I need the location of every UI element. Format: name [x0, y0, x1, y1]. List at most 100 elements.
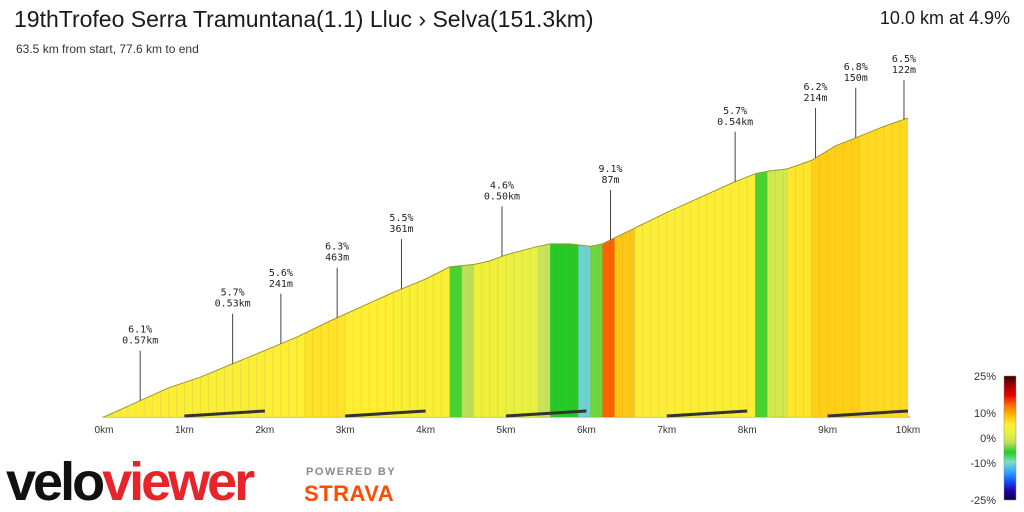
profile-segment [481, 260, 491, 418]
km-marker-bar [505, 409, 587, 418]
annotation-length: 463m [325, 253, 349, 264]
powered-by-label: POWERED BY [306, 466, 397, 478]
profile-segment [264, 346, 274, 418]
x-tick-label: 1km [175, 425, 194, 436]
profile-segment [344, 310, 354, 418]
profile-segment [320, 320, 330, 418]
strava-logo: STRAVA [304, 481, 395, 506]
profile-segment [650, 215, 660, 418]
x-tick-label: 9km [818, 425, 837, 436]
profile-segment [622, 229, 631, 418]
profile-segment [795, 162, 804, 418]
profile-segment [634, 223, 643, 418]
profile-segment [312, 324, 322, 418]
annotation-length: 214m [803, 93, 827, 104]
profile-segment [159, 387, 169, 418]
distance-info: 63.5 km from start, 77.6 km to end [16, 42, 199, 56]
profile-segment [469, 264, 475, 418]
profile-segment [630, 227, 635, 418]
profile-segment [216, 366, 225, 418]
annotation-grade: 6.2% [803, 82, 827, 93]
profile-segment [192, 376, 201, 418]
profile-segment [614, 233, 623, 418]
profile-segment [690, 197, 700, 418]
x-tick-label: 4km [416, 425, 435, 436]
profile-segment [766, 169, 776, 418]
annotation-grade: 5.5% [389, 213, 413, 224]
profile-segment [642, 219, 652, 418]
profile-segment [827, 145, 836, 418]
annotation-grade: 9.1% [598, 164, 622, 175]
profile-segment [457, 265, 463, 418]
logo-part-viewer: viewer [102, 452, 255, 512]
profile-segment [859, 132, 869, 418]
x-tick-label: 6km [577, 425, 596, 436]
profile-segment [497, 254, 507, 418]
profile-segment [232, 359, 241, 418]
logo-part-velo: velo [6, 452, 105, 512]
profile-segment [586, 245, 591, 418]
annotation-length: 0.57km [122, 336, 158, 347]
x-tick-label: 3km [336, 425, 355, 436]
profile-segment [441, 266, 451, 418]
km-marker-bar [184, 409, 265, 418]
profile-segment [706, 190, 716, 418]
profile-segment [168, 384, 177, 418]
profile-segment [461, 264, 471, 418]
profile-segment [590, 244, 599, 418]
profile-segment [360, 302, 370, 418]
profile-segment [433, 270, 442, 418]
x-tick-label: 5km [497, 425, 516, 436]
x-tick-label: 10km [896, 425, 920, 436]
profile-segment [513, 250, 523, 418]
profile-segment [549, 243, 559, 418]
profile-segment [377, 295, 386, 418]
profile-segment [875, 126, 885, 418]
profile-segment [891, 120, 901, 418]
profile-segment [762, 170, 768, 418]
profile-segment [151, 391, 161, 418]
profile-segment [722, 182, 732, 418]
annotation-grade: 6.3% [325, 242, 349, 253]
profile-segment [393, 288, 402, 418]
annotation-length: 0.53km [215, 299, 251, 310]
x-tick-label: 2km [255, 425, 274, 436]
profile-segment [401, 285, 410, 418]
profile-segment [783, 168, 788, 418]
x-tick-label: 0km [95, 425, 114, 436]
legend-tick-label: 25% [974, 371, 996, 383]
profile-segment [811, 154, 820, 418]
annotation-length: 122m [892, 65, 916, 76]
veloviewer-logo: veloviewer [6, 452, 255, 512]
profile-segment [489, 257, 499, 418]
profile-segment [835, 142, 844, 418]
km-marker-bar [666, 409, 748, 418]
profile-segment [176, 382, 185, 418]
profile-segment [819, 150, 828, 418]
profile-segment [738, 176, 748, 418]
profile-segment [256, 349, 266, 418]
profile-segment [545, 243, 551, 418]
profile-segment [240, 356, 250, 418]
x-tick-label: 7km [657, 425, 676, 436]
profile-segment [899, 117, 909, 418]
legend-tick-label: -25% [970, 495, 996, 507]
gradient-legend-bar [1003, 375, 1017, 501]
annotation-grade: 6.8% [844, 62, 868, 73]
annotation-grade: 4.6% [490, 180, 514, 191]
profile-segment [746, 173, 756, 418]
profile-segment [787, 165, 796, 418]
profile-segment [529, 245, 539, 418]
profile-segment [574, 244, 579, 418]
annotation-length: 241m [269, 279, 293, 290]
profile-segment [369, 299, 378, 418]
profile-segment [417, 278, 426, 418]
profile-segment [775, 168, 784, 418]
profile-segment [867, 129, 877, 418]
annotation-grade: 5.7% [723, 106, 747, 117]
profile-segment [698, 193, 708, 418]
profile-segment [730, 179, 740, 418]
profile-segment [200, 373, 209, 418]
profile-segment [565, 243, 575, 418]
